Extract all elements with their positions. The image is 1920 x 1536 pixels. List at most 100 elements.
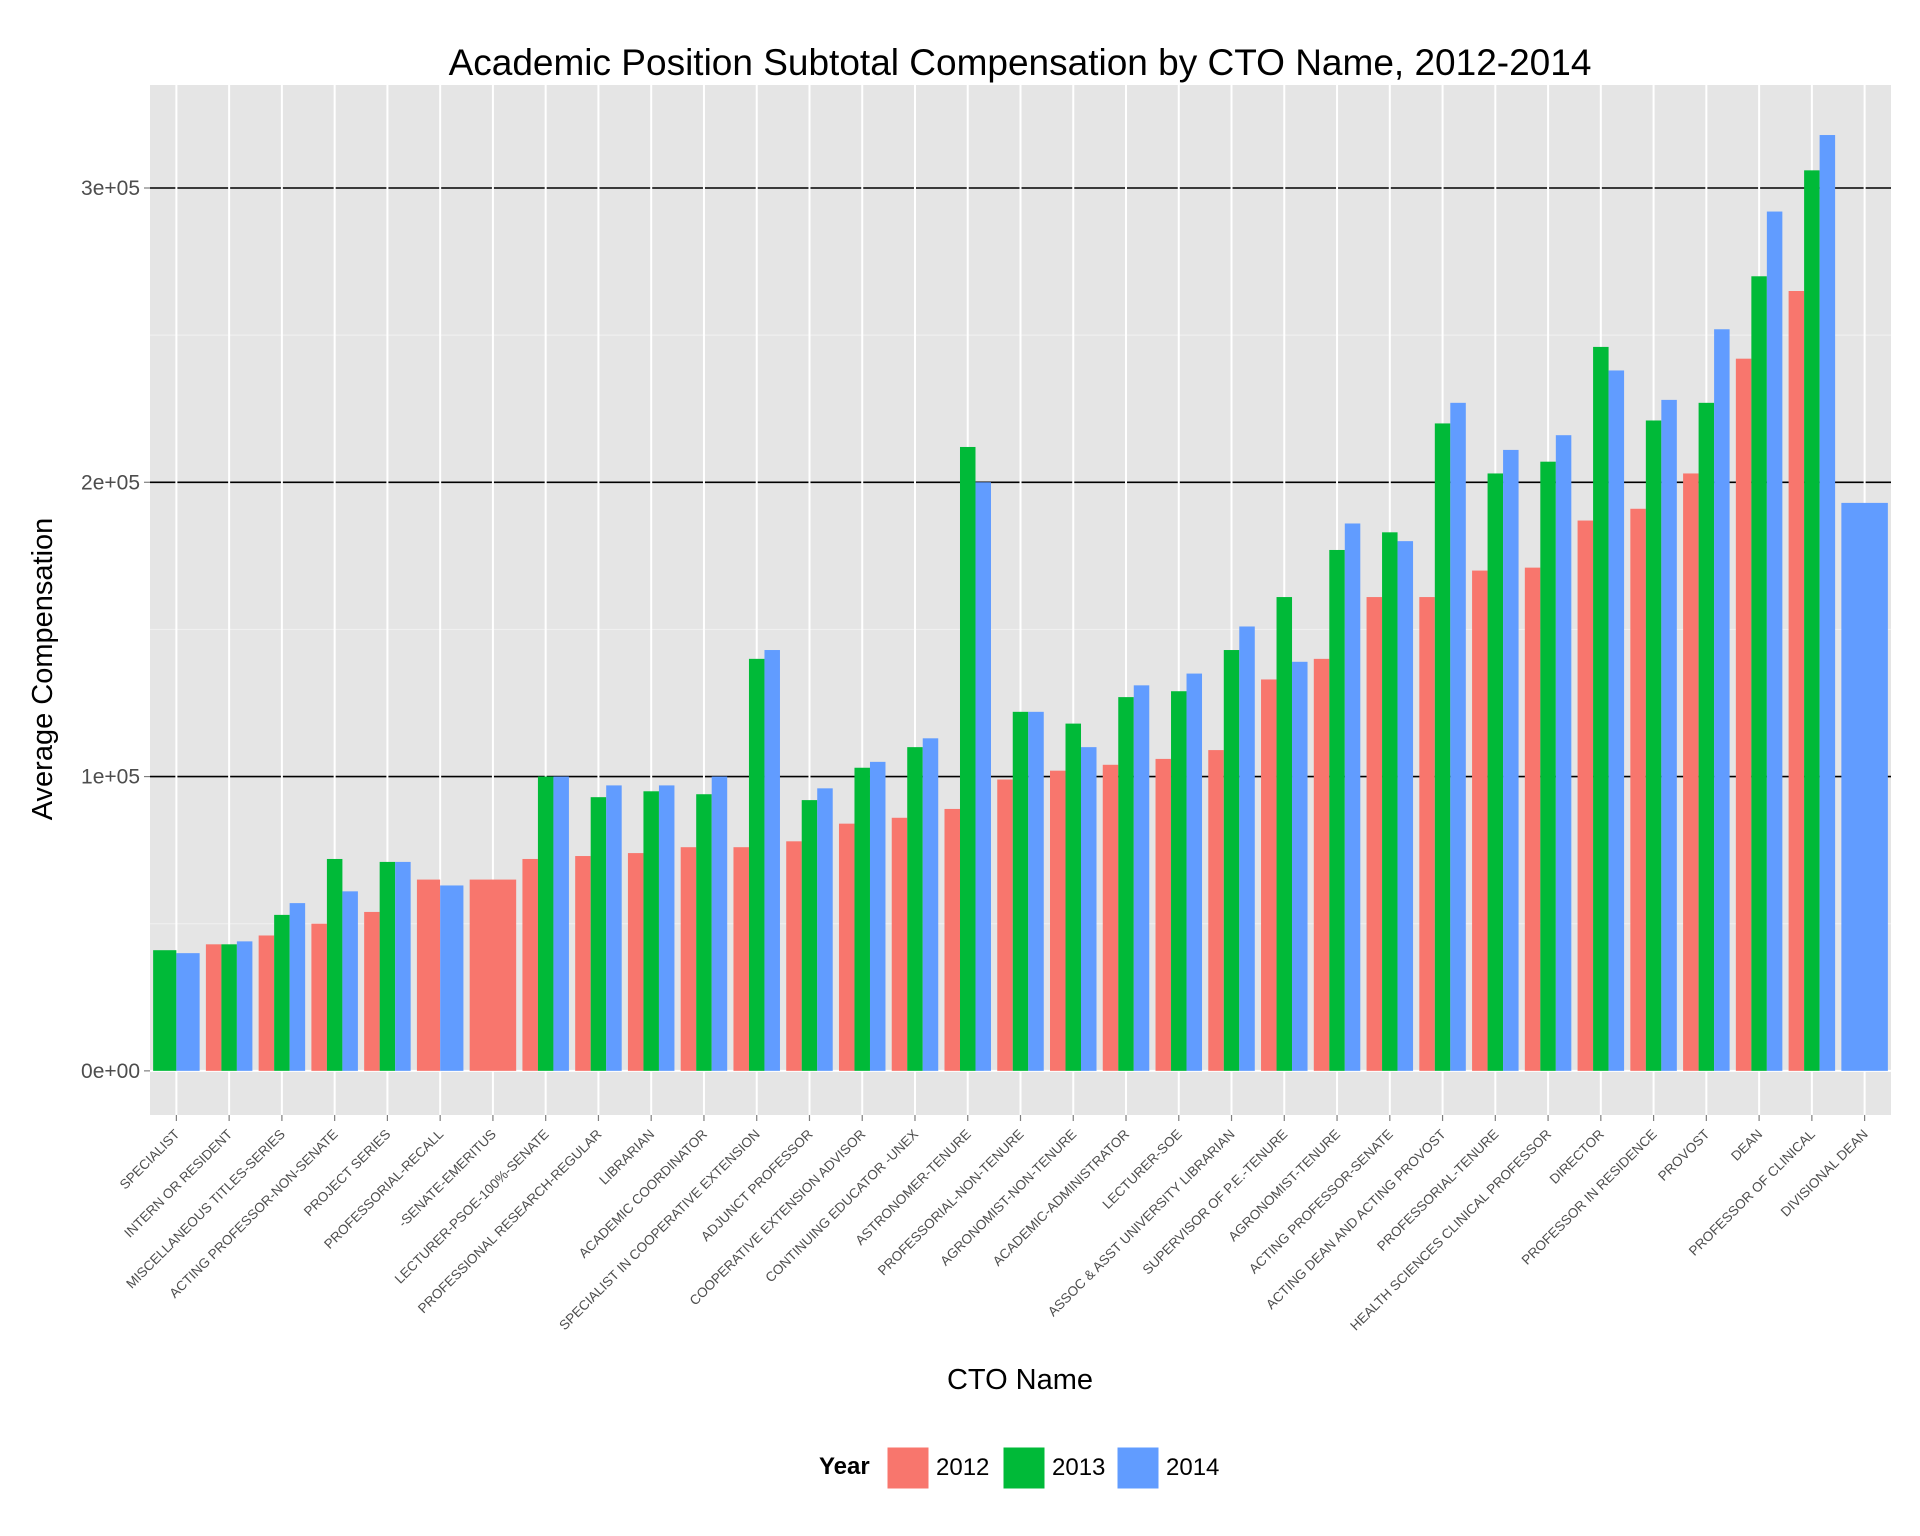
- bar-2014: [922, 738, 939, 1071]
- bar-2013: [1804, 170, 1820, 1071]
- bar-2013: [696, 794, 712, 1071]
- bar-2013: [1645, 420, 1662, 1071]
- bar-2013: [1593, 346, 1609, 1071]
- bar-2013: [1434, 423, 1451, 1071]
- bar-2012: [680, 847, 697, 1071]
- bar-2012: [944, 808, 960, 1071]
- bar-2014: [1081, 747, 1097, 1071]
- bars: [153, 135, 1888, 1071]
- legend-label-2014: 2014: [1166, 1454, 1219, 1481]
- legend-key-2013: [1002, 1446, 1046, 1490]
- bar-2013: [221, 944, 237, 1071]
- bar-2014: [869, 761, 886, 1071]
- bar-2012: [1683, 473, 1699, 1071]
- bar-2014: [1503, 449, 1519, 1071]
- bar-2014: [1344, 523, 1361, 1071]
- bar-2012: [1155, 758, 1172, 1071]
- bar-2013: [274, 914, 290, 1071]
- legend-label-2012: 2012: [936, 1454, 989, 1481]
- y-axis: 0e+00 1e+05 2e+05 3e+05: [81, 177, 150, 1083]
- bar-2012: [311, 923, 327, 1071]
- bar-2012: [1313, 658, 1330, 1071]
- bar-2014: [1397, 541, 1414, 1071]
- bar-2012: [1630, 508, 1646, 1071]
- bar-2014: [606, 785, 622, 1071]
- bar-2014: [342, 891, 358, 1071]
- bar-2014: [1292, 661, 1308, 1071]
- bar-2012: [838, 823, 855, 1071]
- bar-2012: [1577, 520, 1594, 1071]
- legend-title: Year: [819, 1453, 870, 1480]
- bar-2012: [205, 944, 222, 1071]
- bar-2012: [522, 858, 538, 1071]
- bar-2013: [1698, 402, 1715, 1071]
- bar-2013: [1276, 597, 1293, 1071]
- bar-2012: [575, 856, 591, 1071]
- bar-2013: [1329, 549, 1345, 1071]
- bar-2012: [1261, 679, 1277, 1071]
- bar-2013: [643, 791, 659, 1071]
- bar-2014: [1555, 435, 1572, 1071]
- bar-2014: [1714, 329, 1730, 1071]
- bar-2012: [1524, 567, 1541, 1071]
- bar-2012: [469, 879, 517, 1071]
- legend-key-2012: [886, 1446, 930, 1490]
- bar-2014: [1450, 402, 1466, 1071]
- bar-2013: [590, 797, 607, 1071]
- bar-2014: [764, 650, 780, 1071]
- bar-2014: [1239, 626, 1255, 1071]
- bar-2012: [997, 779, 1013, 1071]
- bar-2013: [1540, 461, 1556, 1071]
- legend: Year 2012 2013 2014: [819, 1446, 1219, 1490]
- y-tick-label: 2e+05: [81, 471, 140, 494]
- bar-2014: [1028, 711, 1044, 1071]
- bar-2012: [1419, 597, 1435, 1071]
- bar-2013: [379, 861, 396, 1071]
- legend-key-2014: [1116, 1446, 1160, 1490]
- bar-2014: [1661, 399, 1677, 1071]
- bar-2013: [1751, 276, 1767, 1071]
- bar-2014: [1186, 673, 1203, 1071]
- bar-2012: [786, 841, 802, 1071]
- bar-2014: [711, 776, 728, 1071]
- bar-2013: [748, 658, 765, 1071]
- bar-2012: [891, 817, 908, 1071]
- bar-2012: [1788, 291, 1805, 1071]
- bar-2014: [440, 885, 464, 1071]
- bar-2013: [907, 747, 923, 1071]
- bar-2012: [1472, 570, 1488, 1071]
- bar-2013: [1171, 691, 1187, 1071]
- bar-2013: [959, 446, 976, 1071]
- bar-2013: [1487, 473, 1504, 1071]
- bar-2014: [1766, 211, 1783, 1071]
- bar-2014: [289, 903, 306, 1071]
- x-axis-title: CTO Name: [947, 1364, 1093, 1396]
- y-tick-label: 1e+05: [81, 766, 140, 789]
- y-axis-title: Average Compensation: [27, 518, 59, 821]
- bar-2013: [854, 767, 870, 1071]
- bar-2012: [364, 911, 380, 1071]
- bar-2012: [1102, 764, 1119, 1071]
- bar-2012: [1366, 597, 1383, 1071]
- bar-2014: [395, 861, 411, 1071]
- bar-2014: [1133, 685, 1150, 1071]
- bar-2014: [1841, 502, 1888, 1071]
- bar-2013: [1118, 697, 1134, 1071]
- bar-2013: [1223, 650, 1240, 1071]
- bar-2013: [326, 858, 343, 1071]
- bar-2014: [553, 776, 569, 1071]
- bar-2012: [627, 853, 644, 1071]
- bar-2012: [733, 847, 749, 1071]
- bar-2014: [236, 941, 253, 1071]
- chart-title: Academic Position Subtotal Compensation …: [449, 42, 1592, 83]
- bar-2014: [975, 482, 991, 1071]
- bar-2013: [1065, 723, 1082, 1071]
- bar-2012: [1735, 358, 1752, 1071]
- bar-2013: [1382, 532, 1398, 1071]
- bar-2012: [1050, 770, 1066, 1071]
- bar-2013: [801, 800, 818, 1071]
- y-tick-label: 3e+05: [81, 177, 140, 200]
- bar-2013: [153, 950, 177, 1071]
- bar-2014: [817, 788, 833, 1071]
